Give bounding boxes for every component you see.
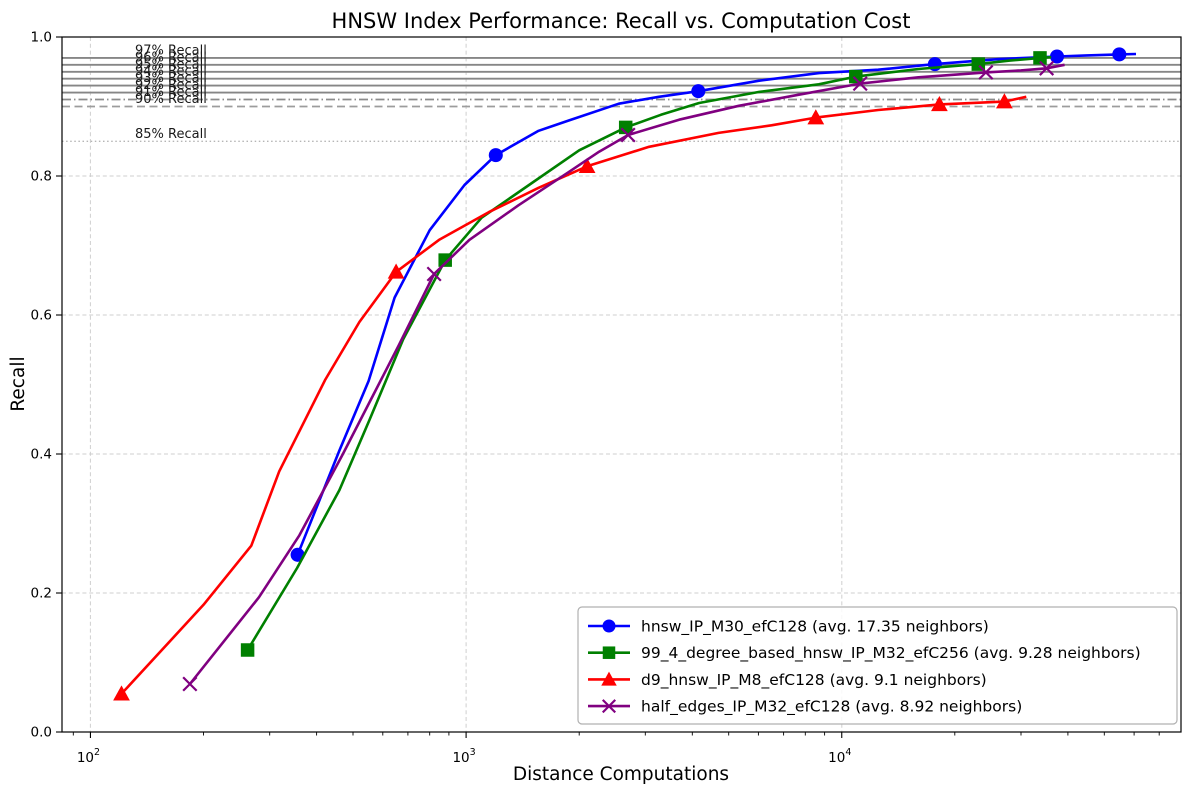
data-point-marker <box>438 253 452 267</box>
series-line-hnsw_IP_M30_efC128 <box>296 52 1137 556</box>
reference-line-label: 95% Recall <box>135 57 207 72</box>
data-point-marker <box>1033 51 1047 65</box>
x-tick-label: 103 <box>452 747 475 766</box>
chart-title: HNSW Index Performance: Recall vs. Compu… <box>332 9 911 33</box>
legend: hnsw_IP_M30_efC128 (avg. 17.35 neighbors… <box>577 606 1178 725</box>
reference-line-label: 85% Recall <box>135 127 207 142</box>
data-series <box>113 47 1137 701</box>
data-point-marker <box>807 109 825 125</box>
data-point-marker <box>849 69 863 84</box>
y-axis-label: Recall <box>8 356 29 411</box>
series-line-half_edges_IP_M32_efC128 <box>188 63 1065 685</box>
data-point-marker <box>488 148 503 163</box>
legend-item-label: d9_hnsw_IP_M8_efC128 (avg. 9.1 neighbors… <box>641 671 987 690</box>
legend-item-label: half_edges_IP_M32_efC128 (avg. 8.92 neig… <box>641 698 1022 717</box>
data-point-marker <box>426 266 442 282</box>
legend-box <box>577 606 1178 725</box>
y-tick-label: 0.2 <box>31 586 52 602</box>
data-point-marker <box>113 685 130 701</box>
y-tick-label: 0.0 <box>31 725 52 741</box>
plot-border <box>61 36 1182 733</box>
legend-item-label: 99_4_degree_based_hnsw_IP_M32_efC256 (av… <box>641 644 1141 663</box>
grid-lines <box>62 37 1181 732</box>
reference-line-label: 96% Recall <box>135 50 207 65</box>
y-tick-label: 0.4 <box>31 447 52 463</box>
x-axis-label: Distance Computations <box>513 764 729 785</box>
reference-line-label: 94% Recall <box>135 64 207 79</box>
x-tick-label: 104 <box>828 747 851 766</box>
series-line-99_4_degree_based_hnsw_IP_M32_efC256 <box>246 55 1052 651</box>
data-point-marker <box>601 671 617 686</box>
data-point-marker <box>240 643 255 657</box>
legend-item-label: hnsw_IP_M30_efC128 (avg. 17.35 neighbors… <box>641 618 989 637</box>
data-point-marker <box>578 157 596 174</box>
data-point-marker <box>1049 49 1065 64</box>
y-tick-label: 1.0 <box>31 30 52 46</box>
data-point-marker <box>931 96 948 112</box>
data-point-marker <box>387 263 405 279</box>
axes: 102 103 104 0.0 0.2 0.4 0.6 0.8 1.0 <box>31 30 1182 766</box>
reference-line-label: 97% Recall <box>135 43 207 58</box>
data-point-marker <box>602 646 616 659</box>
series-line-d9_hnsw_IP_M8_efC128 <box>120 95 1027 695</box>
data-point-marker <box>182 676 198 692</box>
data-point-marker <box>620 127 636 143</box>
x-tick-label: 102 <box>77 747 100 766</box>
data-point-marker <box>996 93 1013 109</box>
reference-line-label: 92% Recall <box>135 78 207 93</box>
y-tick-label: 0.8 <box>31 169 52 185</box>
data-point-marker <box>601 699 617 714</box>
data-point-marker <box>852 76 868 92</box>
data-point-marker <box>1112 47 1127 62</box>
data-point-marker <box>691 84 706 99</box>
data-point-marker <box>1039 60 1055 76</box>
reference-line-label: 93% Recall <box>135 71 207 86</box>
data-point-marker <box>978 64 994 80</box>
data-point-marker <box>602 619 616 633</box>
reference-line-label: 90% Recall <box>135 92 207 107</box>
reference-line-label: 91% Recall <box>135 85 207 100</box>
y-tick-label: 0.6 <box>31 308 52 324</box>
